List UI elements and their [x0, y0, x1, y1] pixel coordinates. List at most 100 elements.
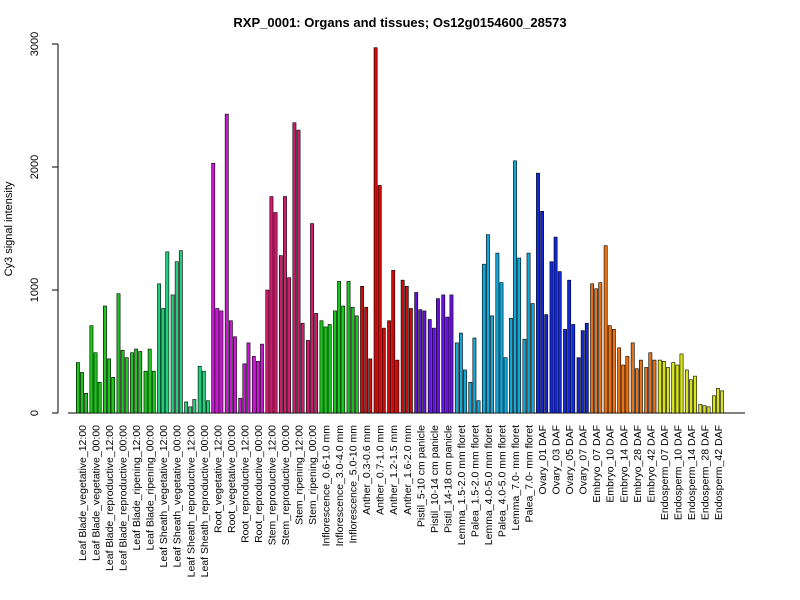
x-category-label: Leaf Blade_ripening_12:00	[131, 425, 143, 551]
bar	[215, 308, 220, 414]
bar	[720, 390, 725, 414]
x-category-label: Anther_1.6-2.0 mm	[402, 425, 414, 515]
bar	[580, 330, 585, 414]
bar	[283, 196, 287, 414]
bar	[89, 325, 94, 414]
x-category-label: Stem_reproductive_12:00	[266, 425, 278, 545]
bar	[205, 400, 210, 414]
bar	[165, 251, 170, 414]
bar	[319, 320, 324, 414]
bar	[242, 363, 247, 414]
bar	[174, 261, 179, 414]
bar	[666, 367, 670, 414]
bar	[671, 362, 676, 414]
bar	[233, 336, 237, 414]
x-category-label: Endosperm_14 DAF	[686, 425, 698, 520]
x-category-label: Embryo_10 DAF	[605, 425, 617, 503]
bar	[603, 245, 608, 414]
bar	[598, 282, 603, 414]
bar	[188, 406, 193, 414]
bar	[228, 320, 233, 414]
bar	[499, 282, 504, 414]
bar	[157, 283, 161, 414]
bar	[526, 252, 531, 414]
x-category-label: Stem_reproductive_00:00	[280, 425, 292, 545]
x-category-label: Leaf Sheath_vegetative_00:00	[172, 425, 184, 568]
bar	[657, 359, 662, 414]
x-category-label: Pistil_10-14 cm panicle	[429, 425, 441, 533]
bar	[337, 281, 342, 414]
x-category-label: Endosperm_28 DAF	[699, 425, 711, 520]
bar	[563, 329, 567, 414]
x-category-label: Stem_ripening_00:00	[307, 425, 319, 525]
x-category-label: Root_vegetative_00:00	[226, 425, 238, 533]
bar	[481, 263, 486, 414]
bar	[354, 315, 359, 414]
x-category-label: Palea_1.5-2.0 mm floret	[469, 425, 481, 537]
bar	[706, 406, 711, 414]
x-category-label: Leaf Blade_vegetative_00:00	[91, 425, 103, 561]
bar	[495, 252, 500, 414]
bar	[395, 359, 400, 414]
y-tick-label: 0	[29, 410, 41, 416]
x-category-label: Leaf Blade_reproductive_12:00	[104, 425, 116, 571]
x-category-label: Ovary_03 DAF	[551, 425, 563, 494]
bar	[509, 317, 513, 414]
bar	[702, 405, 707, 414]
bar	[120, 349, 125, 414]
bar	[679, 353, 684, 414]
x-category-label: Embryo_42 DAF	[645, 425, 657, 503]
bar	[689, 379, 693, 414]
bar	[346, 281, 351, 414]
bar	[124, 357, 129, 414]
bar	[557, 271, 562, 414]
bar	[116, 293, 121, 414]
bar	[178, 250, 183, 414]
x-category-label: Pistil_5-10 cm panicle	[415, 425, 427, 527]
x-category-label: Inflorescence_3.0-4.0 mm	[334, 425, 346, 547]
x-category-label: Palea_4.0-5.0 mm floret	[496, 425, 508, 537]
bar	[698, 404, 703, 414]
x-category-label: Lemma_1.5-2.0 mm floret	[456, 425, 468, 545]
bar	[567, 279, 572, 414]
bar	[486, 234, 490, 414]
bar	[693, 375, 697, 414]
x-category-label: Endosperm_07 DAF	[659, 425, 671, 520]
x-category-label: Leaf Sheath_reproductive_12:00	[185, 425, 197, 578]
x-category-label: Endosperm_10 DAF	[672, 425, 684, 520]
bar	[143, 370, 148, 414]
bar	[503, 357, 508, 414]
x-category-label: Leaf Blade_reproductive_00:00	[118, 425, 130, 571]
bars-group	[76, 47, 725, 414]
bar	[360, 286, 364, 414]
x-category-label: Inflorescence_5.0-10 mm	[348, 425, 360, 544]
bar	[476, 400, 481, 414]
bar	[630, 342, 635, 414]
bar	[549, 261, 554, 414]
chart-title: RXP_0001: Organs and tissues; Os12g01546…	[233, 15, 566, 30]
bar	[76, 362, 80, 414]
bar	[490, 315, 494, 414]
bar	[161, 308, 166, 414]
bar	[445, 316, 450, 414]
bar	[278, 255, 283, 414]
bar	[617, 347, 622, 414]
bar	[652, 359, 657, 414]
bar	[418, 309, 423, 414]
bar	[458, 332, 463, 414]
x-category-label: Leaf Sheath_reproductive_00:00	[199, 425, 211, 578]
bar	[211, 163, 216, 414]
bar	[170, 294, 175, 414]
bar	[408, 308, 413, 414]
y-tick-label: 3000	[29, 32, 41, 56]
bar	[323, 326, 328, 414]
bar	[576, 357, 581, 414]
x-category-label: Palea_7.0- mm floret	[524, 425, 536, 523]
bar	[80, 372, 84, 414]
bar	[594, 288, 599, 414]
bar	[84, 393, 89, 414]
bar	[192, 399, 197, 414]
bar	[287, 277, 291, 414]
y-axis-label: Cy3 signal intensity	[3, 181, 15, 276]
bar	[625, 356, 630, 414]
